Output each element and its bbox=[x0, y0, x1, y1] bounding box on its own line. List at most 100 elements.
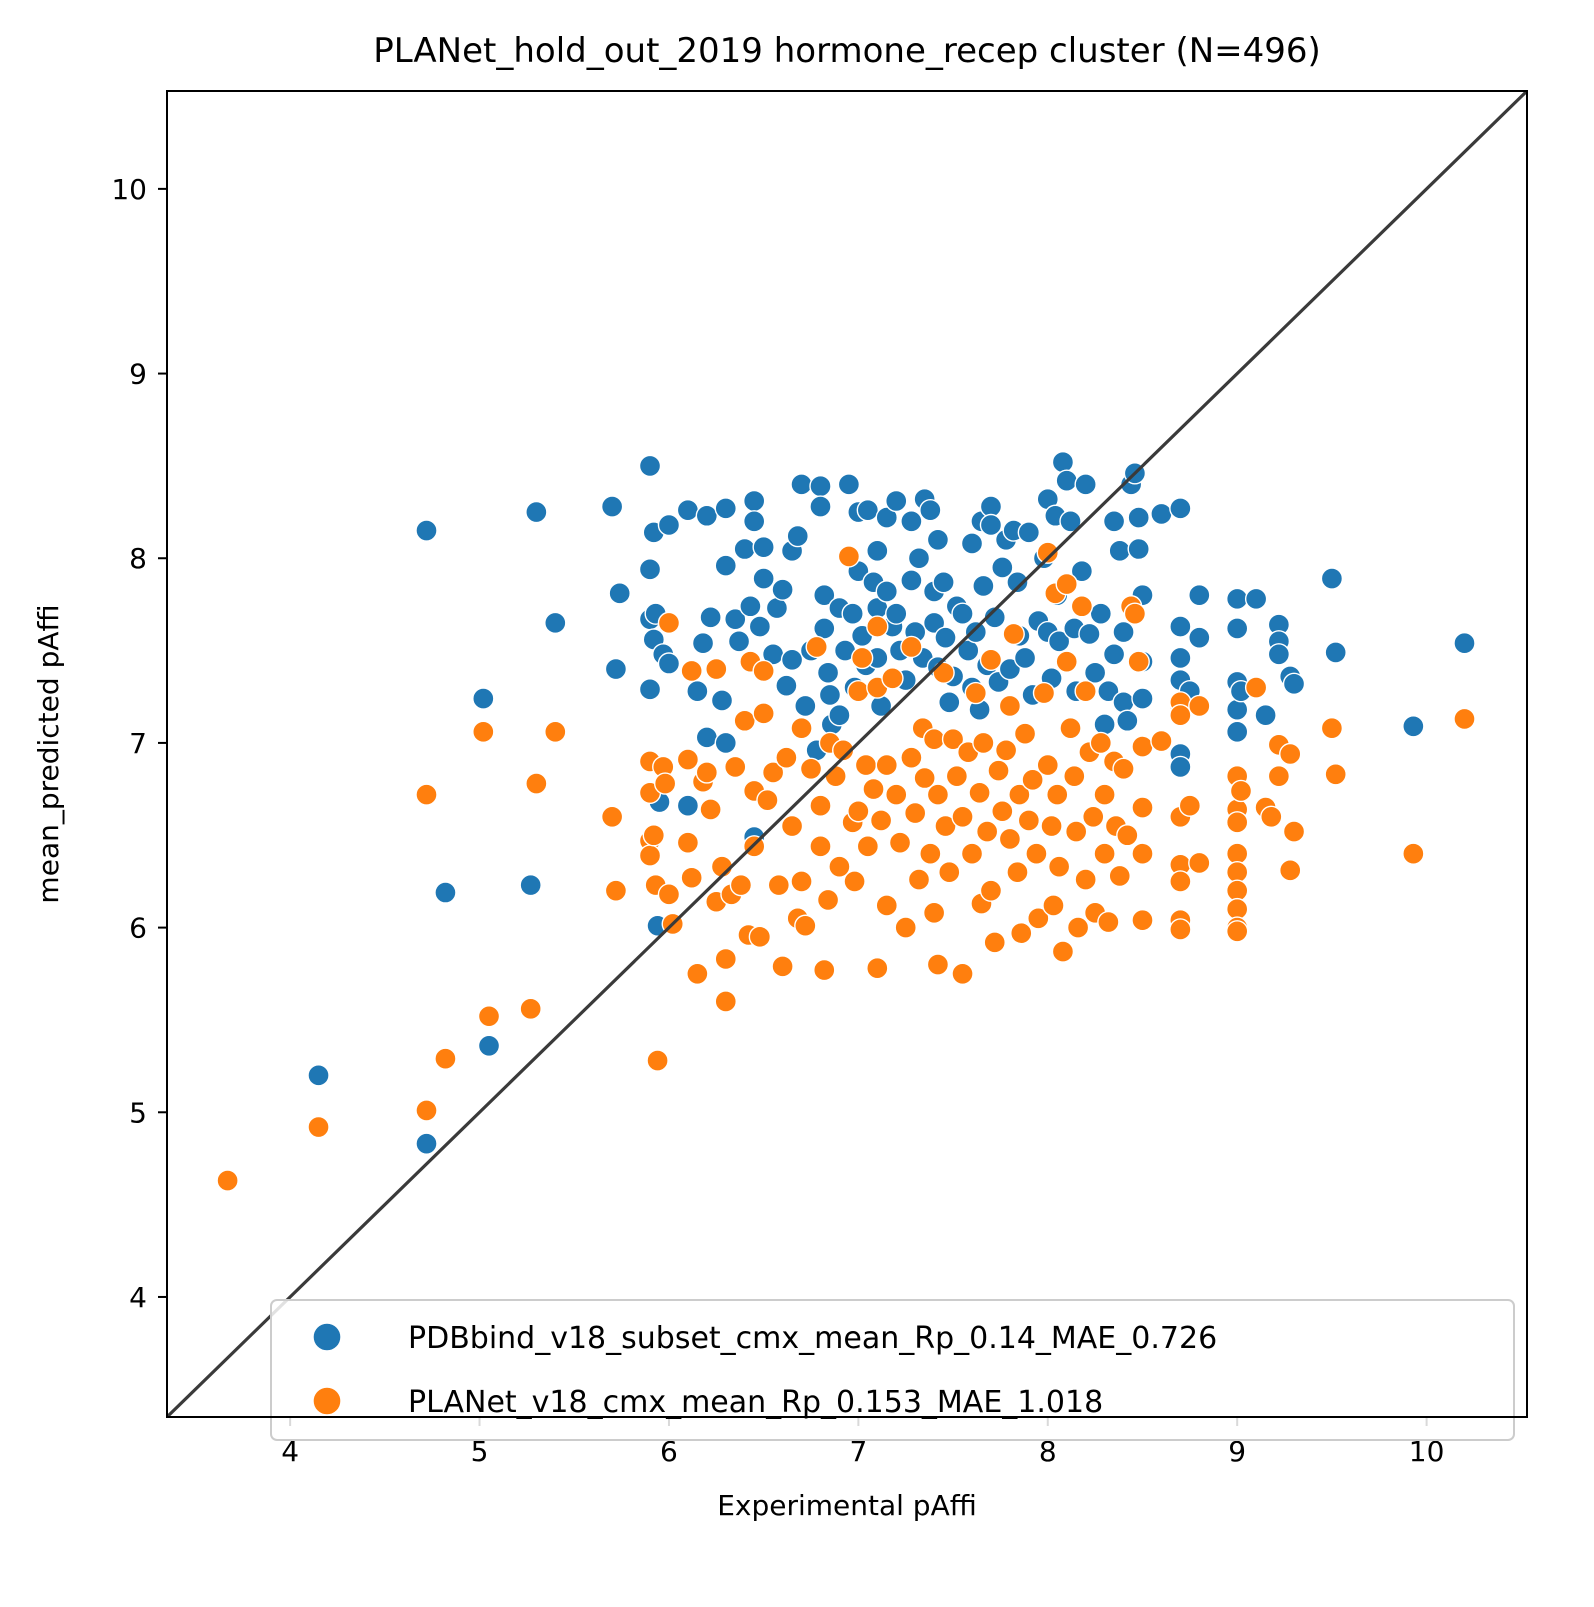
series-1-point bbox=[1089, 602, 1113, 625]
series-1-point bbox=[1225, 720, 1249, 744]
series-1-point bbox=[991, 556, 1014, 579]
series-2-point bbox=[1089, 731, 1113, 755]
series-1-point bbox=[1169, 755, 1192, 779]
series-2-point bbox=[604, 879, 628, 902]
series-2-point bbox=[1127, 650, 1150, 673]
series-1-point bbox=[979, 513, 1003, 537]
series-2-point bbox=[1093, 783, 1116, 806]
series-2-point bbox=[1002, 622, 1025, 646]
series-1-point bbox=[1108, 539, 1131, 563]
series-1-point bbox=[1169, 615, 1192, 638]
series-2-point bbox=[1036, 753, 1059, 777]
series-2-point bbox=[756, 788, 779, 812]
series-2-point bbox=[934, 814, 957, 838]
series-1-point bbox=[742, 489, 766, 513]
series-1-point bbox=[1188, 583, 1211, 607]
series-1-point bbox=[676, 794, 700, 817]
series-2-point bbox=[1188, 851, 1211, 875]
series-1-point bbox=[1093, 713, 1116, 736]
series-2-point bbox=[1260, 805, 1283, 828]
series-2-point bbox=[1453, 707, 1476, 731]
series-1-point bbox=[727, 630, 751, 653]
series-1-point bbox=[307, 1064, 330, 1087]
series-2-point bbox=[519, 997, 542, 1021]
series-2-point bbox=[1320, 716, 1344, 740]
series-2-point bbox=[809, 794, 832, 817]
series-2-point bbox=[216, 1169, 239, 1192]
series-2-point bbox=[1169, 870, 1192, 893]
series-2-point bbox=[994, 739, 1018, 762]
x-tick-label: 5 bbox=[471, 1435, 489, 1468]
series-1-point bbox=[1097, 680, 1120, 703]
series-2-point bbox=[1112, 757, 1135, 780]
plot-frame bbox=[166, 90, 1528, 1418]
series-2-point bbox=[1282, 820, 1306, 843]
series-2-point bbox=[477, 1005, 501, 1028]
series-2-point bbox=[960, 842, 984, 865]
series-2-point bbox=[752, 702, 775, 725]
series-1-point bbox=[1116, 709, 1139, 732]
series-1-point bbox=[1188, 626, 1211, 649]
series-2-point bbox=[903, 801, 927, 825]
series-1-point bbox=[1267, 643, 1291, 666]
series-2-point bbox=[1027, 907, 1050, 930]
series-2-point bbox=[907, 868, 931, 891]
series-2-point bbox=[724, 755, 747, 779]
series-1-point bbox=[657, 513, 681, 537]
series-2-point bbox=[695, 761, 719, 784]
series-2-point bbox=[854, 753, 878, 777]
series-2-point bbox=[926, 783, 950, 806]
series-1-point bbox=[809, 475, 832, 498]
series-2-point bbox=[824, 764, 847, 788]
series-1-point bbox=[1017, 521, 1041, 544]
series-1-point bbox=[926, 528, 950, 551]
legend-box bbox=[270, 1299, 1515, 1441]
series-2-point bbox=[1324, 763, 1347, 786]
series-1-point bbox=[794, 694, 817, 718]
series-1-point bbox=[733, 537, 756, 561]
series-1-point bbox=[600, 495, 624, 518]
series-2-point bbox=[1229, 779, 1253, 803]
series-2-point bbox=[680, 659, 703, 683]
series-2-point bbox=[780, 814, 804, 838]
series-1-point bbox=[638, 558, 662, 581]
series-2-point bbox=[951, 962, 974, 985]
series-2-point bbox=[1082, 805, 1105, 828]
y-tick-label: 6 bbox=[129, 912, 147, 945]
series-2-point bbox=[1131, 735, 1154, 758]
series-2-point bbox=[729, 873, 753, 897]
series-2-point bbox=[799, 757, 823, 780]
series-2-point bbox=[680, 866, 703, 889]
series-1-point bbox=[1112, 620, 1135, 644]
series-2-point bbox=[869, 809, 893, 832]
series-2-point bbox=[1097, 910, 1120, 934]
series-1-point bbox=[828, 704, 851, 727]
series-1-point bbox=[752, 567, 775, 590]
series-1-point bbox=[1150, 502, 1173, 526]
series-1-point bbox=[1102, 510, 1126, 533]
series-2-point bbox=[1131, 842, 1154, 865]
series-1-point bbox=[841, 602, 864, 625]
series-2-point bbox=[847, 680, 870, 703]
series-2-point bbox=[794, 914, 817, 937]
series-2-point bbox=[847, 800, 870, 823]
series-1-point bbox=[686, 680, 709, 703]
series-2-point bbox=[1178, 794, 1202, 817]
series-2-point bbox=[885, 783, 908, 806]
series-2-point bbox=[714, 947, 737, 971]
series-2-point bbox=[1131, 909, 1154, 932]
plot-area bbox=[167, 91, 1527, 1417]
series-1-point bbox=[1225, 698, 1249, 721]
x-tick-label: 4 bbox=[281, 1435, 299, 1468]
series-2-point bbox=[600, 805, 624, 828]
series-2-point bbox=[862, 777, 885, 801]
series-2-point bbox=[919, 842, 942, 865]
series-2-point bbox=[1064, 820, 1088, 843]
series-2-point bbox=[686, 962, 709, 985]
series-2-point bbox=[816, 888, 840, 912]
series-2-point bbox=[900, 746, 923, 769]
series-2-point bbox=[837, 545, 861, 568]
series-1-point bbox=[1055, 469, 1078, 492]
series-2-point bbox=[1225, 920, 1249, 943]
